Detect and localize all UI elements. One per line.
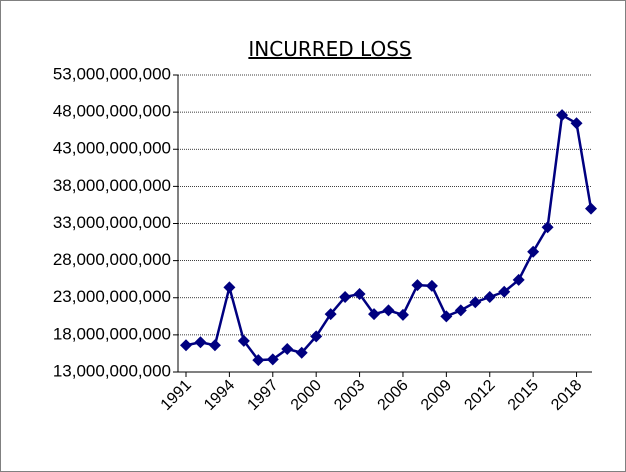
data-point — [440, 310, 453, 323]
y-tick-label: 13,000,000,000 — [53, 361, 171, 380]
data-point — [527, 245, 540, 258]
data-point — [353, 288, 366, 301]
data-point — [237, 334, 250, 347]
y-tick-label: 53,000,000,000 — [53, 64, 171, 83]
data-point — [281, 342, 294, 355]
data-point — [483, 291, 496, 304]
data-point — [570, 117, 583, 130]
data-point — [339, 291, 352, 304]
data-point — [252, 354, 265, 367]
data-point — [266, 353, 279, 366]
data-point — [310, 330, 323, 343]
data-point — [541, 221, 554, 234]
data-point — [194, 336, 207, 349]
data-point — [382, 304, 395, 317]
y-tick-label: 23,000,000,000 — [53, 287, 171, 306]
data-point — [368, 308, 381, 321]
data-point — [469, 296, 482, 309]
data-point — [425, 279, 438, 292]
data-point — [324, 308, 337, 321]
data-point — [396, 308, 409, 321]
y-tick-label: 38,000,000,000 — [53, 176, 171, 195]
data-point — [585, 202, 597, 215]
data-point — [411, 279, 424, 292]
data-point — [556, 109, 569, 122]
y-tick-label: 18,000,000,000 — [53, 324, 171, 343]
data-point — [512, 273, 525, 286]
data-point — [208, 339, 221, 352]
data-point — [295, 346, 308, 359]
data-point — [223, 281, 236, 294]
y-tick-label: 28,000,000,000 — [53, 250, 171, 269]
data-point — [498, 285, 511, 298]
y-tick-label: 48,000,000,000 — [53, 102, 171, 121]
data-point — [454, 304, 467, 317]
data-point — [180, 339, 192, 352]
y-tick-label: 33,000,000,000 — [53, 213, 171, 232]
y-tick-label: 43,000,000,000 — [53, 139, 171, 158]
chart-title: INCURRED LOSS — [248, 37, 411, 61]
